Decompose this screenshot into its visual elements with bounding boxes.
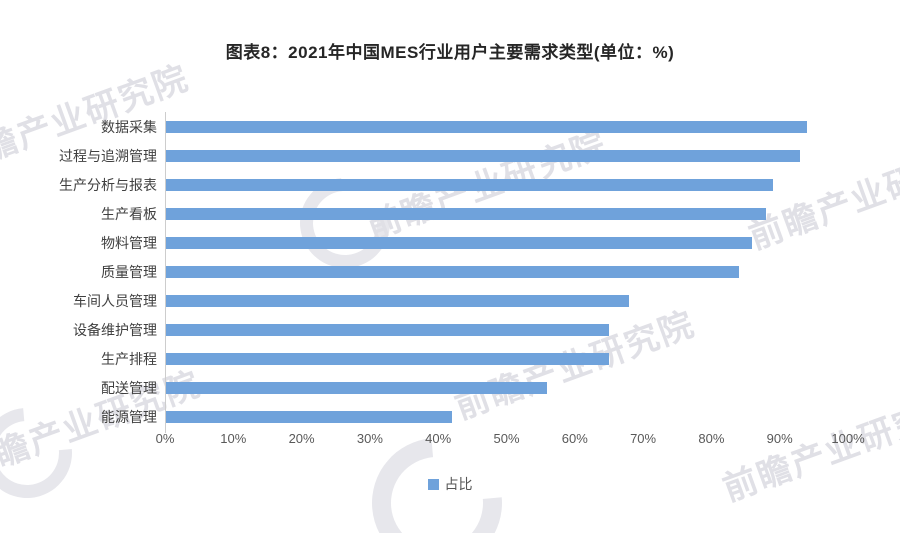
legend-label: 占比	[444, 476, 473, 492]
bar	[165, 352, 609, 365]
category-label: 质量管理	[101, 263, 157, 280]
x-tick-label: 10%	[220, 431, 247, 446]
bar-row: 能源管理	[0, 402, 848, 431]
category-label: 生产排程	[101, 350, 157, 367]
bar-row: 过程与追溯管理	[0, 141, 848, 170]
x-tick-label: 60%	[561, 431, 588, 446]
bar-track	[165, 207, 848, 220]
category-axis-line	[165, 112, 166, 433]
category-label: 物料管理	[101, 234, 157, 251]
bar-track	[165, 410, 848, 423]
plot-area: 数据采集过程与追溯管理 生产分析与报表生产看板物料管理质量管理车间人员管理 设备维护…	[0, 112, 848, 431]
category-label: 生产看板	[101, 205, 157, 222]
x-tick-label: 40%	[425, 431, 452, 446]
x-tick-label: 0%	[155, 431, 175, 446]
category-label: 生产分析与报表	[59, 176, 157, 193]
bar	[165, 149, 801, 162]
bar	[165, 236, 753, 249]
category-label: 能源管理	[101, 408, 157, 425]
category-label: 数据采集	[101, 118, 157, 135]
bar-track	[165, 149, 848, 162]
x-tick-label: 80%	[698, 431, 725, 446]
bar	[165, 207, 767, 220]
bar-row: 生产排程	[0, 344, 848, 373]
bar-track	[165, 294, 848, 307]
category-label: 配送管理	[101, 379, 157, 396]
bar-row: 车间人员管理	[0, 286, 848, 315]
x-tick-label: 100%	[831, 431, 865, 446]
bar-track	[165, 120, 848, 133]
bar-row: 设备维护管理	[0, 315, 848, 344]
bar	[165, 178, 773, 191]
bar	[165, 410, 452, 423]
bar	[165, 294, 630, 307]
legend: 占比	[0, 474, 900, 494]
bar-track	[165, 265, 848, 278]
bar-track	[165, 323, 848, 336]
bar-row: 质量管理	[0, 257, 848, 286]
bar-row: 数据采集	[0, 112, 848, 141]
x-axis: 0% 10% 20% 30% 40% 50% 60% 70% 80% 90% 100%	[156, 431, 865, 449]
bar-track	[165, 178, 848, 191]
category-label: 设备维护管理	[73, 321, 157, 338]
bar	[165, 265, 739, 278]
chart-title: 图表8：2021年中国MES行业用户主要需求类型(单位：%)	[225, 43, 675, 62]
bar	[165, 323, 609, 336]
legend-swatch-icon	[427, 478, 439, 490]
bar-track	[165, 352, 848, 365]
bar	[165, 120, 808, 133]
category-label: 过程与追溯管理	[59, 147, 157, 164]
bar	[165, 381, 548, 394]
bar-row: 生产分析与报表	[0, 170, 848, 199]
x-tick-label: 90%	[766, 431, 793, 446]
x-tick-label: 20%	[288, 431, 315, 446]
bar-row: 配送管理	[0, 373, 848, 402]
bar-track	[165, 381, 848, 394]
x-tick-label: 30%	[356, 431, 383, 446]
bar-track	[165, 236, 848, 249]
bar-row: 生产看板	[0, 199, 848, 228]
bar-row: 物料管理	[0, 228, 848, 257]
x-tick-label: 70%	[630, 431, 657, 446]
category-label: 车间人员管理	[73, 292, 157, 309]
x-tick-label: 50%	[493, 431, 520, 446]
